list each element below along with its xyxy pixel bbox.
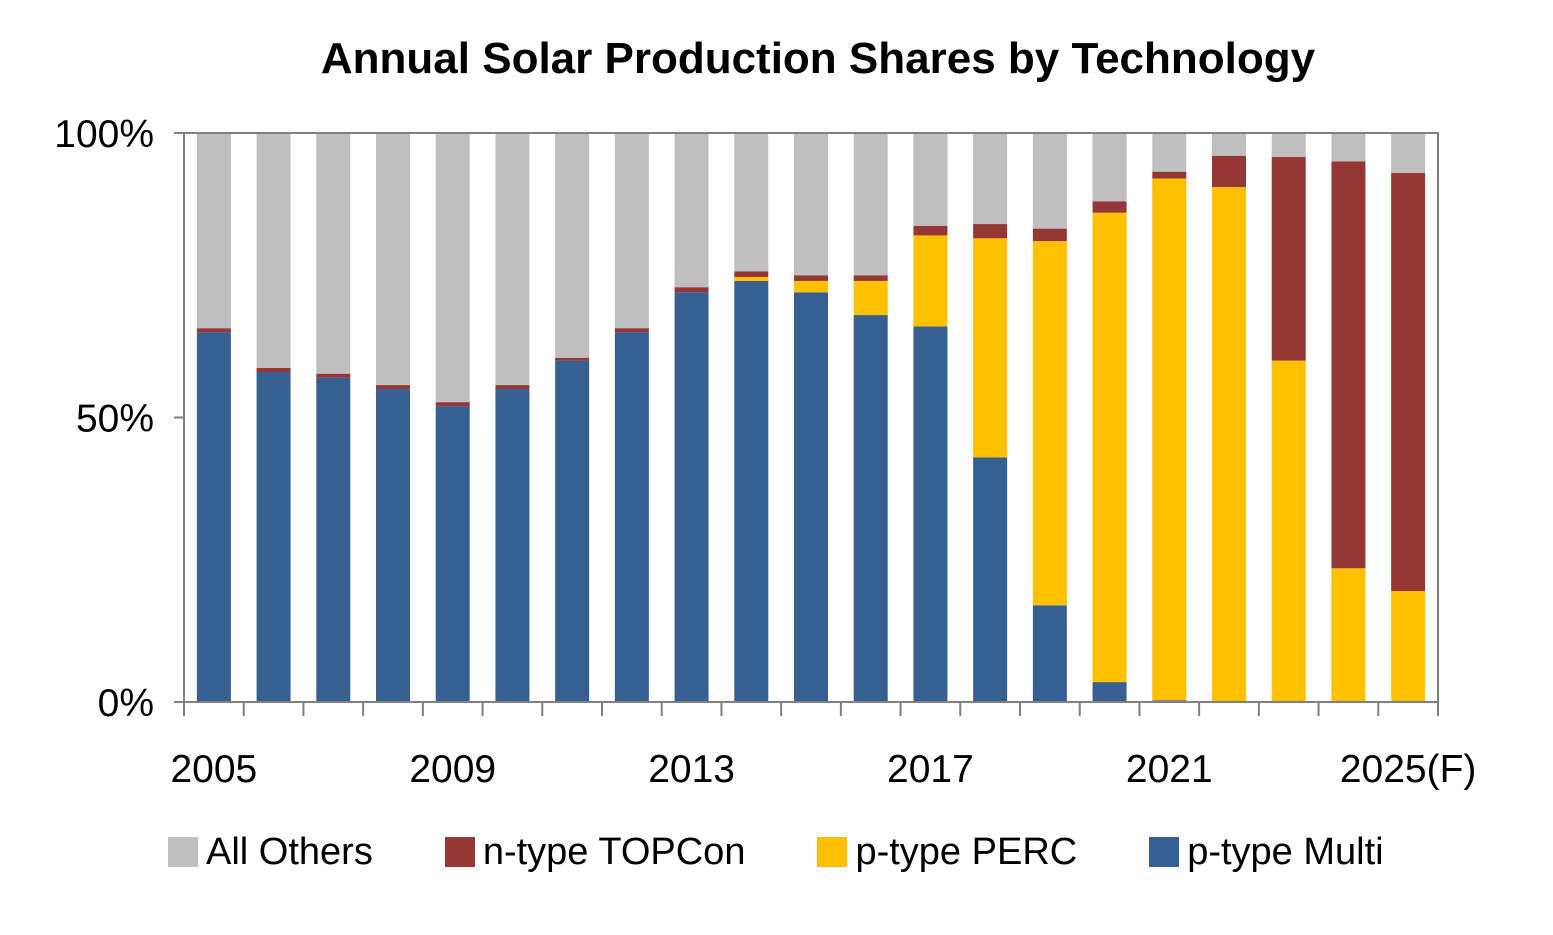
legend-label-all-others: All Others: [206, 830, 373, 873]
bar-segment-n-type-topcon-2015: [794, 275, 828, 281]
legend-swatch-n-type-topcon: [444, 837, 475, 867]
bar-segment-n-type-topcon-2017: [913, 225, 948, 236]
bar-segment-all-others-2023: [1271, 133, 1306, 157]
legend-swatch-p-type-perc: [817, 837, 848, 867]
legend-swatch-p-type-multi: [1149, 837, 1180, 867]
chart-title: Annual Solar Production Shares by Techno…: [320, 34, 1316, 83]
bar-segment-all-others-2005: [196, 133, 231, 329]
bar-segment-n-type-topcon-2020: [1092, 201, 1127, 213]
bar-segment-p-type-multi-2016: [853, 315, 888, 702]
y-tick-label: 100%: [54, 113, 154, 156]
bar-segment-n-type-topcon-2008: [376, 385, 410, 390]
bar-segment-all-others-2007: [316, 133, 351, 374]
bar-segment-p-type-multi-2007: [316, 377, 351, 702]
bars-layer: [196, 133, 1426, 703]
bar-segment-p-type-multi-2015: [794, 292, 828, 702]
x-tick-label: 2013: [648, 748, 735, 791]
legend-label-p-type-multi: p-type Multi: [1187, 830, 1384, 873]
bar-segment-all-others-2008: [376, 133, 410, 386]
bar-segment-n-type-topcon-2010: [495, 385, 530, 390]
bar-segment-n-type-topcon-2016: [853, 275, 888, 281]
bar-segment-n-type-topcon-2022: [1212, 155, 1246, 188]
legend-item-p-type-multi: p-type Multi: [1149, 830, 1384, 874]
bar-segment-n-type-topcon-2012: [614, 328, 649, 333]
bar-segment-n-type-topcon-2024: [1331, 161, 1366, 569]
bar-segment-all-others-2019: [1032, 133, 1067, 229]
y-tick-label: 50%: [76, 398, 154, 441]
bar-segment-n-type-topcon-2018: [973, 224, 1008, 239]
axis-layer: 0% 50% 100% 2005 2009 2013 2017 2021 2025(F): [54, 113, 1476, 791]
bar-segment-n-type-topcon-2005: [196, 328, 231, 333]
bar-segment-n-type-topcon-2006: [256, 368, 291, 372]
bar-segment-p-type-multi-2010: [495, 389, 530, 702]
bar-segment-p-type-multi-2006: [256, 371, 291, 702]
legend-label-n-type-topcon: n-type TOPCon: [482, 830, 746, 873]
x-tick-label: 2025(F): [1340, 748, 1477, 791]
bar-segment-all-others-2010: [495, 133, 530, 386]
bar-segment-p-type-perc-2019: [1032, 241, 1067, 606]
bar-segment-n-type-topcon-2011: [555, 357, 590, 361]
bar-segment-n-type-topcon-2009: [435, 402, 470, 407]
bar-segment-n-type-topcon-2013: [674, 287, 709, 293]
x-tick-label: 2021: [1126, 748, 1213, 791]
bar-segment-p-type-perc-2017: [913, 235, 948, 327]
y-tick-label: 0%: [98, 682, 154, 725]
bar-segment-p-type-perc-2016: [853, 280, 888, 316]
legend-swatch-all-others: [168, 837, 198, 867]
bar-segment-p-type-multi-2020: [1092, 682, 1127, 702]
bar-segment-all-others-2015: [794, 133, 828, 276]
legend-label-p-type-perc: p-type PERC: [855, 830, 1078, 873]
bar-segment-p-type-multi-2017: [913, 326, 948, 702]
bar-segment-all-others-2009: [435, 133, 470, 403]
bar-segment-p-type-perc-2018: [973, 238, 1008, 458]
bar-segment-p-type-perc-2015: [794, 280, 828, 293]
legend-item-p-type-perc: p-type PERC: [817, 831, 1077, 874]
bar-segment-all-others-2024: [1331, 133, 1366, 162]
bar-segment-p-type-multi-2013: [674, 292, 709, 702]
bar-segment-all-others-2013: [674, 133, 709, 288]
bar-segment-p-type-multi-2012: [614, 332, 649, 702]
bar-segment-p-type-multi-2011: [555, 360, 590, 702]
legend-item-n-type-topcon: n-type TOPCon: [444, 830, 746, 874]
bar-segment-p-type-perc-2022: [1212, 187, 1246, 703]
bar-segment-p-type-multi-2008: [376, 389, 410, 702]
bar-segment-all-others-2018: [973, 133, 1008, 225]
bar-segment-n-type-topcon-2007: [316, 373, 351, 378]
bar-segment-p-type-multi-2018: [973, 457, 1008, 702]
bar-segment-p-type-perc-2014: [734, 276, 769, 281]
bar-segment-p-type-perc-2024: [1331, 568, 1366, 702]
bar-segment-n-type-topcon-2019: [1032, 228, 1067, 242]
bar-segment-all-others-2012: [614, 133, 649, 329]
bar-segment-p-type-multi-2014: [734, 280, 769, 702]
x-tick-label: 2017: [887, 748, 974, 791]
legend: All Others n-type TOPCon p-type PERC p-type…: [168, 828, 1456, 876]
bar-segment-all-others-2011: [555, 133, 590, 358]
x-tick-label: 2005: [170, 748, 257, 791]
bar-segment-p-type-multi-2009: [435, 406, 470, 702]
bar-segment-all-others-2025-f-: [1391, 133, 1426, 173]
bar-segment-n-type-topcon-2021: [1152, 171, 1187, 179]
bar-segment-p-type-multi-2019: [1032, 605, 1067, 702]
bar-segment-all-others-2022: [1212, 133, 1246, 156]
bar-segment-all-others-2016: [853, 133, 888, 276]
bar-segment-n-type-topcon-2023: [1271, 156, 1306, 361]
bar-segment-all-others-2021: [1152, 133, 1187, 172]
bar-segment-n-type-topcon-2014: [734, 271, 769, 277]
bar-segment-p-type-perc-2020: [1092, 212, 1127, 683]
legend-item-all-others: All Others: [168, 831, 373, 874]
x-tick-label: 2009: [409, 748, 496, 791]
bar-segment-p-type-multi-2005: [196, 332, 231, 702]
bar-segment-p-type-perc-2021: [1152, 178, 1187, 701]
bar-segment-p-type-perc-2023: [1271, 360, 1306, 702]
bar-segment-all-others-2020: [1092, 133, 1127, 202]
bar-segment-all-others-2014: [734, 133, 769, 272]
bar-segment-n-type-topcon-2025-f-: [1391, 172, 1426, 592]
bar-segment-all-others-2006: [256, 133, 291, 368]
bar-segment-all-others-2017: [913, 133, 948, 226]
bar-segment-p-type-perc-2025-f-: [1391, 591, 1426, 702]
